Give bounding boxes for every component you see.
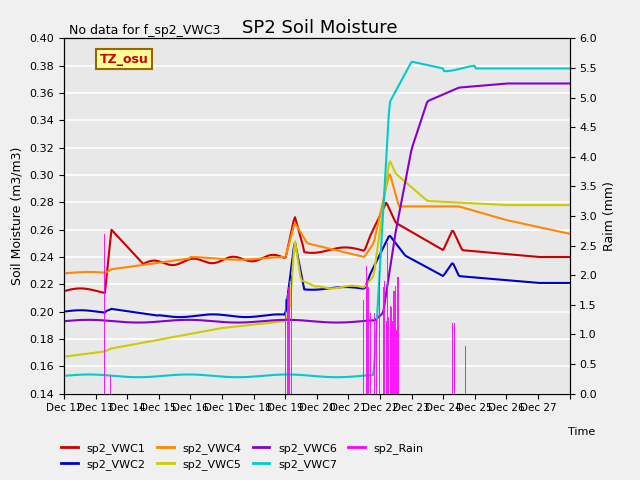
Bar <box>388 317 389 394</box>
Bar <box>291 275 292 394</box>
Bar <box>391 307 392 394</box>
Text: Time: Time <box>568 427 595 437</box>
Y-axis label: Soil Moisture (m3/m3): Soil Moisture (m3/m3) <box>11 147 24 285</box>
Text: TZ_osu: TZ_osu <box>99 53 148 66</box>
Bar <box>367 279 368 394</box>
Bar <box>109 376 111 394</box>
Text: No data for f_sp2_VWC3: No data for f_sp2_VWC3 <box>69 24 220 37</box>
Bar <box>383 287 384 394</box>
Bar <box>104 234 106 394</box>
Bar <box>387 242 388 394</box>
Bar <box>374 313 375 394</box>
Text: SP2 Soil Moisture: SP2 Soil Moisture <box>243 19 397 37</box>
Bar <box>376 319 378 394</box>
Bar <box>454 323 455 394</box>
Bar <box>379 271 380 394</box>
Bar <box>384 281 385 394</box>
Y-axis label: Raim (mm): Raim (mm) <box>603 181 616 251</box>
Bar <box>370 313 371 394</box>
Bar <box>397 277 399 394</box>
Bar <box>465 346 466 394</box>
Bar <box>385 321 387 394</box>
Bar <box>366 266 367 394</box>
Legend: sp2_VWC1, sp2_VWC2, sp2_VWC4, sp2_VWC5, sp2_VWC6, sp2_VWC7, sp2_Rain: sp2_VWC1, sp2_VWC2, sp2_VWC4, sp2_VWC5, … <box>57 438 428 474</box>
Bar <box>285 299 286 394</box>
Bar <box>288 287 289 394</box>
Bar <box>396 330 397 394</box>
Bar <box>395 286 396 394</box>
Bar <box>392 321 393 394</box>
Bar <box>289 281 291 394</box>
Bar <box>363 300 364 394</box>
